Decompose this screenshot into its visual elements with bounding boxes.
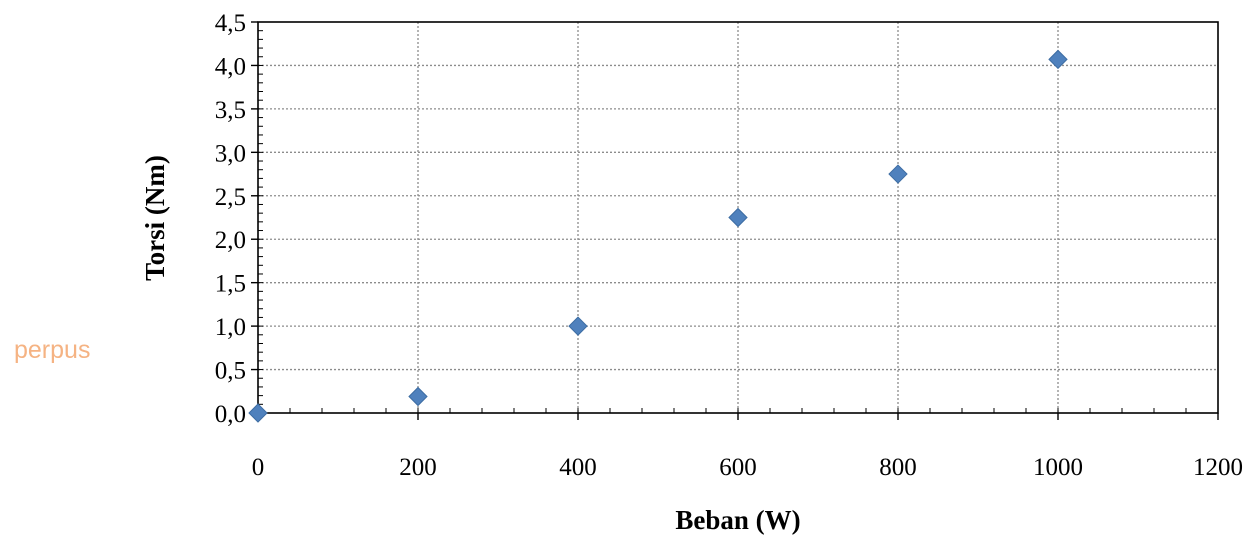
data-points <box>248 49 1068 423</box>
y-tick-label: 3,5 <box>215 97 246 124</box>
data-point <box>408 386 428 407</box>
y-tick-label: 4,0 <box>215 53 246 80</box>
y-tick-labels: 0,0 0,5 1,0 1,5 2,0 2,5 3,0 3,5 4,0 4,5 <box>215 10 246 428</box>
data-point <box>248 403 268 423</box>
x-tick-labels: 0 200 400 600 800 1000 1200 <box>252 454 1243 481</box>
y-axis-title: Torsi (Nm) <box>140 155 170 281</box>
x-tick-label: 600 <box>719 454 757 481</box>
watermark-layer: perpus <box>14 330 260 370</box>
y-tick-label: 4,5 <box>215 10 246 37</box>
plot-frame <box>257 21 1219 414</box>
x-tick-label: 800 <box>879 454 917 481</box>
data-point <box>888 164 908 184</box>
x-tick-label: 1200 <box>1193 454 1243 481</box>
y-tick-label: 1,0 <box>215 314 246 341</box>
data-point <box>1048 49 1068 70</box>
y-tick-label: 0,5 <box>215 358 246 385</box>
y-tick-label: 1,5 <box>215 271 246 298</box>
x-tick-label: 1000 <box>1033 454 1083 481</box>
data-point <box>568 316 588 336</box>
plot-border <box>257 21 1219 414</box>
x-tick-label: 400 <box>559 454 597 481</box>
minor-ticks <box>251 21 1219 420</box>
y-tick-label: 2,5 <box>215 184 246 211</box>
x-tick-label: 0 <box>252 454 265 481</box>
data-point <box>728 207 748 228</box>
x-axis-title: Beban (W) <box>675 505 800 535</box>
y-tick-label: 0,0 <box>215 401 246 428</box>
watermark-text: perpus <box>14 336 90 364</box>
y-tick-label: 2,0 <box>215 227 246 254</box>
x-tick-label: 200 <box>399 454 437 481</box>
y-tick-label: 3,0 <box>215 140 246 167</box>
